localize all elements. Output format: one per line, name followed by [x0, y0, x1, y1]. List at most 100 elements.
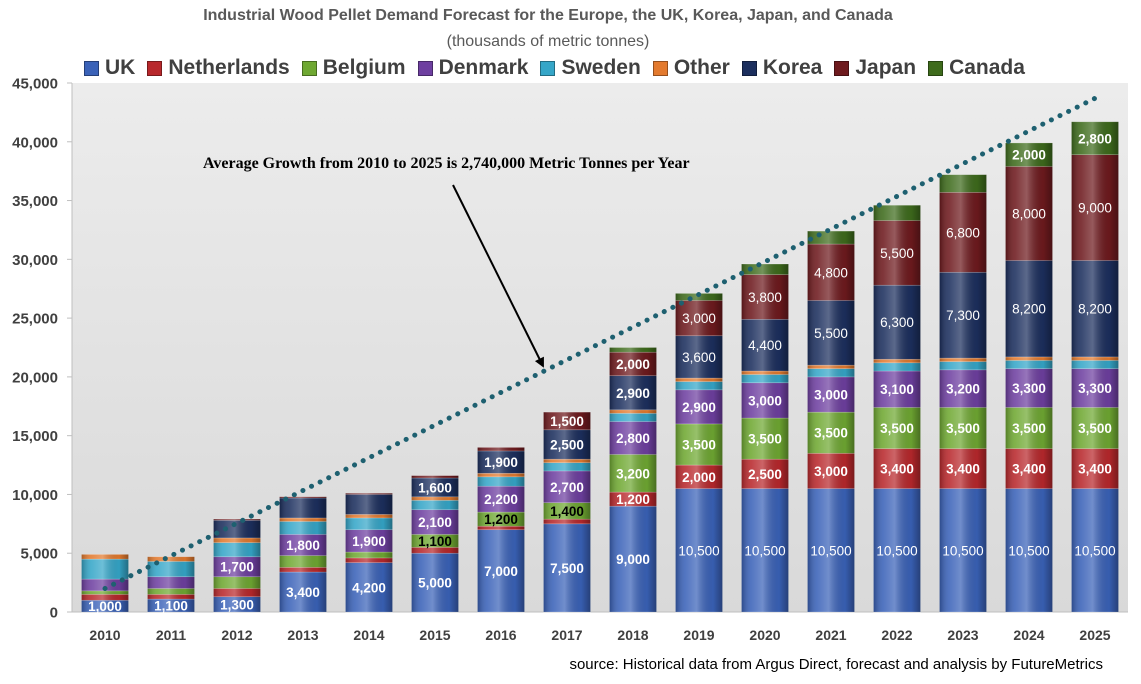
bar-segment-shading — [147, 594, 195, 600]
bar-segment-shading — [345, 562, 393, 612]
data-label: 3,200 — [616, 466, 650, 481]
bar-segment-shading — [939, 174, 987, 193]
x-tick-label: 2015 — [419, 627, 450, 643]
data-label: 2,100 — [418, 515, 452, 530]
x-tick-label: 2025 — [1079, 627, 1110, 643]
bar-segment-shading — [81, 590, 129, 595]
data-label: 3,400 — [1078, 462, 1112, 477]
data-label: 7,500 — [550, 561, 584, 576]
bar-segment-shading — [807, 365, 855, 369]
data-label: 2,200 — [484, 492, 518, 507]
bar-segment-shading — [543, 412, 591, 430]
legend-label: Netherlands — [168, 56, 290, 79]
bar-segment-shading — [741, 374, 789, 383]
data-label: 1,900 — [484, 455, 518, 470]
bar-segment-shading — [939, 192, 987, 273]
bar-segment-shading — [411, 534, 459, 548]
bar-segment-shading — [147, 556, 195, 562]
bar-segment-shading — [1005, 166, 1053, 261]
data-label: 5,500 — [814, 326, 848, 341]
bar-segment-shading — [411, 547, 459, 554]
data-label: 8,200 — [1012, 302, 1046, 317]
bar-segment-shading — [873, 220, 921, 286]
data-label: 2,000 — [1012, 148, 1046, 163]
bar-segment-shading — [609, 492, 657, 507]
x-tick-label: 2022 — [881, 627, 912, 643]
bar-segment-shading — [675, 381, 723, 390]
data-label: 4,400 — [748, 338, 782, 353]
bar-segment-shading — [345, 493, 393, 495]
bar-segment-shading — [477, 476, 525, 487]
bar-segment-shading — [807, 488, 855, 612]
data-label: 2,900 — [682, 400, 716, 415]
data-label: 3,100 — [880, 382, 914, 397]
data-label: 1,900 — [352, 534, 386, 549]
bar-segment-shading — [609, 347, 657, 353]
bar-segment-shading — [1071, 407, 1119, 449]
legend-label: Other — [673, 56, 730, 79]
data-label: 1,800 — [286, 538, 320, 553]
bar-segment-shading — [411, 477, 459, 497]
y-tick-label: 45,000 — [12, 76, 58, 93]
bar-segment-shading — [1071, 121, 1119, 155]
bar-segment-shading — [345, 494, 393, 515]
legend-item: Belgium — [301, 56, 406, 80]
x-axis: 2010 2011 2012 2013 2014 2015 2016 2017 2018 2019… — [89, 627, 1110, 643]
data-label: 1,600 — [418, 480, 452, 495]
data-label: 3,200 — [946, 382, 980, 397]
legend: UK Netherlands Belgium Denmark Sweden Other Ko… — [84, 55, 1037, 81]
data-label: 10,500 — [1008, 543, 1049, 558]
bar-segment-shading — [1071, 154, 1119, 261]
legend-item: Netherlands — [147, 56, 290, 80]
bar-segment-shading — [741, 488, 789, 612]
bar-segment-shading — [213, 556, 261, 577]
bar-segment-shading — [279, 567, 327, 573]
data-label: 1,000 — [88, 599, 122, 614]
data-label: 3,300 — [1012, 381, 1046, 396]
bar-segment-shading — [213, 542, 261, 557]
bar-segment-shading — [543, 502, 591, 520]
bar-segment-shading — [81, 554, 129, 560]
data-label: 1,700 — [220, 560, 254, 575]
legend-item: UK — [84, 56, 135, 80]
legend-item: Sweden — [540, 56, 641, 80]
bar-segment-shading — [873, 362, 921, 372]
bar-segment-shading — [279, 521, 327, 535]
bar-segment-shading — [1071, 368, 1119, 408]
bar-segment-shading — [477, 486, 525, 513]
y-tick-label: 5,000 — [20, 546, 58, 563]
legend-swatch — [741, 60, 757, 76]
x-tick-label: 2010 — [89, 627, 120, 643]
bars: 1,000 1,100 1,300 1,700 3,400 1,800 4,200 1,900… — [81, 121, 1119, 614]
bar-segment-shading — [675, 423, 723, 466]
x-tick-label: 2024 — [1013, 627, 1044, 643]
data-label: 9,000 — [616, 552, 650, 567]
bar-segment-shading — [411, 553, 459, 612]
bar-segment-shading — [609, 352, 657, 376]
legend-label: Japan — [855, 56, 917, 79]
x-tick-label: 2016 — [485, 627, 516, 643]
data-label: 3,000 — [814, 388, 848, 403]
source-note: source: Historical data from Argus Direc… — [569, 656, 1103, 673]
bar-segment-shading — [873, 371, 921, 408]
data-label: 3,500 — [748, 432, 782, 447]
bar-segment-shading — [279, 496, 327, 498]
x-tick-label: 2012 — [221, 627, 252, 643]
bar-segment-shading — [873, 285, 921, 360]
bar-segment-shading — [807, 412, 855, 454]
legend-swatch — [834, 60, 850, 76]
bar-segment-shading — [741, 319, 789, 372]
bar-segment-shading — [1005, 142, 1053, 167]
bar-segment-shading — [81, 579, 129, 591]
bar-segment-shading — [477, 526, 525, 530]
bar-segment-shading — [1071, 356, 1119, 361]
chart-title: Industrial Wood Pellet Demand Forecast f… — [203, 7, 893, 24]
data-label: 10,500 — [678, 543, 719, 558]
bar-segment-shading — [147, 561, 195, 577]
data-label: 3,800 — [748, 290, 782, 305]
data-label: 7,300 — [946, 308, 980, 323]
x-tick-label: 2014 — [353, 627, 384, 643]
bar-segment-shading — [543, 429, 591, 460]
data-label: 8,200 — [1078, 302, 1112, 317]
